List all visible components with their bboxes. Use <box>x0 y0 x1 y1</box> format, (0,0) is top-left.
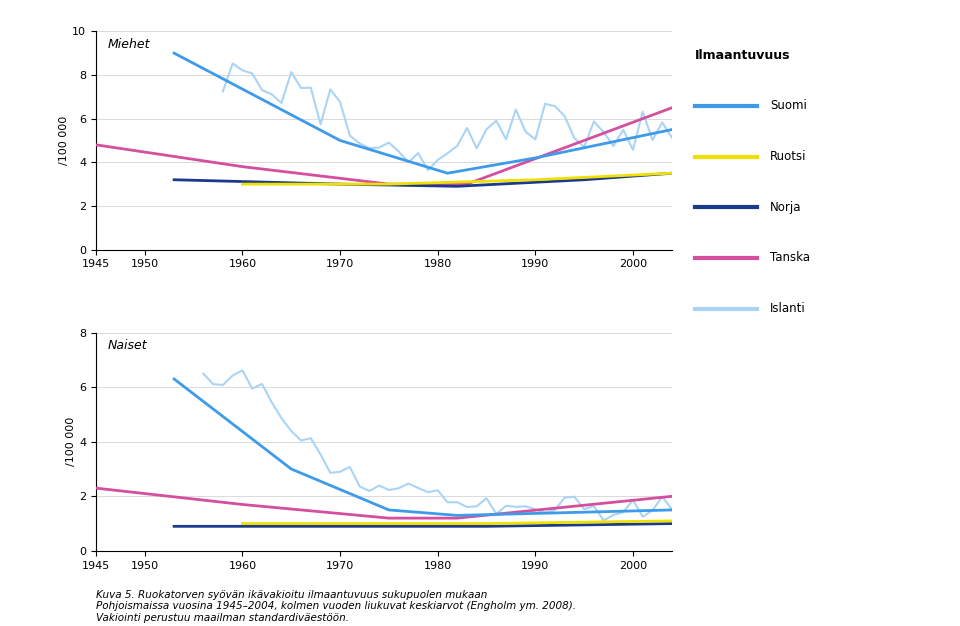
Text: Ilmaantuvuus: Ilmaantuvuus <box>695 49 790 63</box>
Text: Norja: Norja <box>770 201 802 213</box>
Y-axis label: /100 000: /100 000 <box>60 116 69 165</box>
Text: Tanska: Tanska <box>770 252 810 264</box>
Text: Kuva 5. Ruokatorven syövän ikävakioitu ilmaantuvuus sukupuolen mukaan
Pohjoismai: Kuva 5. Ruokatorven syövän ikävakioitu i… <box>96 590 576 623</box>
Text: Islanti: Islanti <box>770 302 806 315</box>
Text: Naiset: Naiset <box>108 339 147 352</box>
Text: Miehet: Miehet <box>108 38 150 51</box>
Y-axis label: /100 000: /100 000 <box>66 417 77 466</box>
Text: Ruotsi: Ruotsi <box>770 150 806 163</box>
Text: Suomi: Suomi <box>770 100 807 112</box>
